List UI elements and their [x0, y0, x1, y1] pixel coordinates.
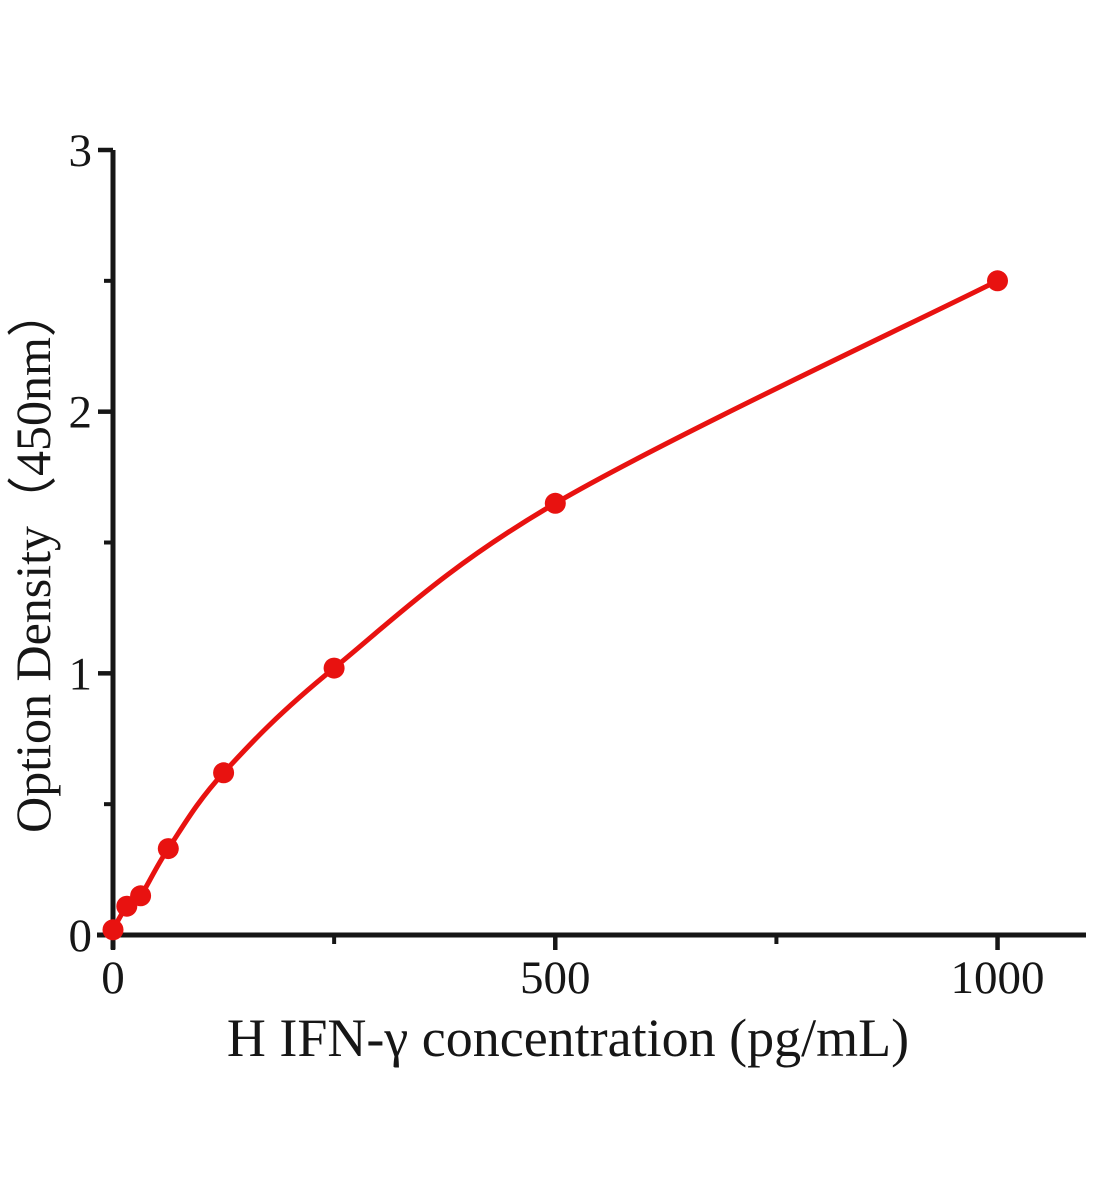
- data-point-marker: [157, 838, 179, 860]
- x-tick-label: 1000: [951, 952, 1045, 1004]
- x-axis-title: H IFN-γ concentration (pg/mL): [227, 1008, 909, 1068]
- tick-labels: 0 1 2 3 0 500 1000: [69, 125, 1045, 1004]
- data-point-marker: [544, 492, 566, 514]
- x-tick-label: 0: [101, 952, 125, 1004]
- data-point-marker: [213, 762, 235, 784]
- x-tick-label: 500: [520, 952, 591, 1004]
- y-tick-label: 0: [69, 910, 93, 962]
- data-point-marker: [987, 270, 1008, 292]
- data-series: [102, 270, 1008, 941]
- y-tick-label: 1: [69, 648, 93, 700]
- data-point-marker: [130, 885, 152, 907]
- y-tick-label: 3: [69, 125, 93, 177]
- data-point-marker: [102, 919, 124, 941]
- y-axis-title: Option Density（450nm）: [5, 287, 61, 833]
- data-point-marker: [323, 657, 345, 679]
- y-tick-label: 2: [69, 387, 93, 439]
- axes: [97, 147, 1086, 950]
- standard-curve-line: [110, 278, 1000, 933]
